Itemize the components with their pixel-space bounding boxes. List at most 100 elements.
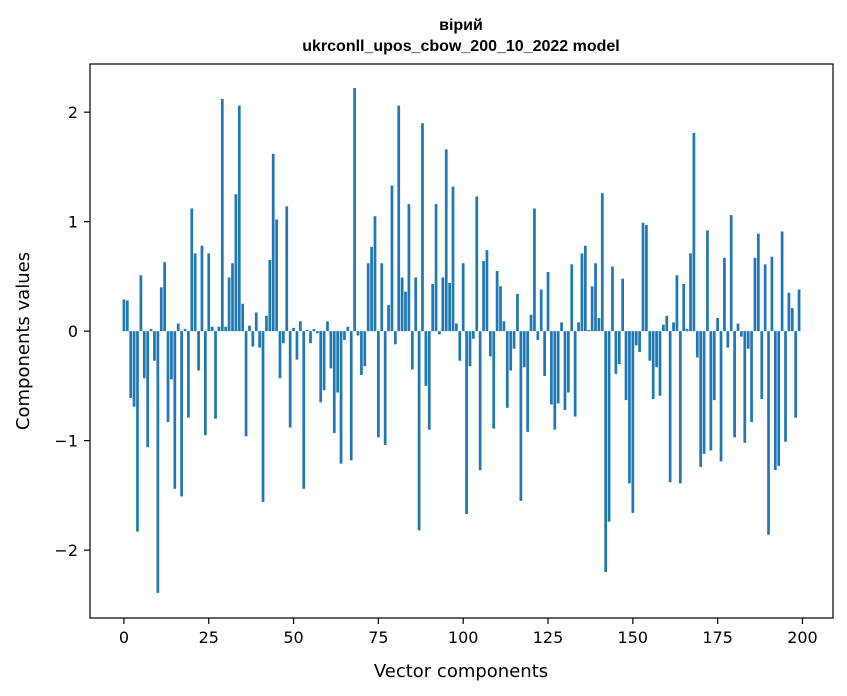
bar-148 — [624, 331, 628, 401]
bar-40 — [258, 331, 261, 348]
bar-180 — [733, 331, 736, 438]
bar-57 — [315, 331, 319, 334]
bar-68 — [353, 88, 356, 332]
y-tick-label: 2 — [68, 103, 78, 122]
bar-105 — [478, 331, 482, 471]
bar-22 — [197, 331, 200, 371]
bar-85 — [410, 331, 414, 370]
bar-67 — [349, 331, 353, 461]
bar-93 — [438, 331, 441, 335]
bar-143 — [607, 331, 611, 522]
bar-139 — [594, 263, 597, 332]
bar-78 — [387, 304, 390, 332]
bar-56 — [312, 328, 316, 332]
bar-161 — [668, 331, 672, 483]
bar-136 — [583, 245, 587, 332]
bars-group — [122, 88, 801, 593]
bar-43 — [268, 259, 272, 332]
bar-127 — [553, 331, 557, 430]
bar-82 — [400, 277, 404, 332]
chart-subtitle: ukrconll_upos_cbow_200_10_2022 model — [302, 38, 619, 55]
bar-159 — [662, 324, 665, 332]
bar-188 — [760, 331, 764, 400]
x-tick-label: 0 — [119, 628, 129, 647]
bar-187 — [757, 233, 760, 332]
x-tick-label: 25 — [199, 628, 219, 647]
bar-73 — [370, 246, 373, 332]
bar-168 — [692, 132, 696, 332]
bar-120 — [529, 314, 533, 332]
bar-52 — [298, 321, 302, 332]
x-axis-label: Vector components — [374, 661, 548, 682]
bar-128 — [556, 331, 560, 404]
bar-69 — [356, 331, 360, 336]
bar-170 — [699, 331, 703, 467]
bar-190 — [767, 331, 770, 535]
y-axis-label: Components values — [13, 252, 34, 430]
bar-142 — [604, 331, 608, 573]
bar-2 — [129, 331, 133, 398]
bar-61 — [329, 331, 333, 369]
x-tick-label: 100 — [448, 628, 479, 647]
bar-138 — [590, 286, 594, 332]
bar-155 — [648, 331, 652, 361]
x-tick-label: 150 — [618, 628, 649, 647]
bar-50 — [292, 327, 295, 332]
bar-132 — [570, 264, 574, 332]
bar-28 — [217, 326, 221, 332]
y-axis-ticks: −2 −1 0 1 2 — [54, 103, 90, 560]
bar-3 — [132, 331, 136, 407]
bar-182 — [740, 331, 743, 337]
bar-171 — [702, 331, 706, 454]
bar-74 — [373, 216, 377, 332]
bar-174 — [712, 331, 716, 401]
bar-157 — [655, 331, 658, 368]
bar-91 — [431, 284, 435, 332]
bar-133 — [573, 331, 577, 417]
bar-122 — [536, 331, 540, 340]
bar-152 — [638, 331, 641, 352]
bar-80 — [393, 331, 397, 345]
bar-199 — [797, 289, 801, 332]
bar-14 — [170, 331, 173, 380]
bar-37 — [248, 325, 251, 332]
bar-145 — [614, 331, 618, 374]
bar-21 — [193, 253, 197, 332]
bar-147 — [621, 278, 625, 332]
bar-8 — [149, 328, 153, 332]
bar-118 — [522, 331, 526, 368]
bar-65 — [343, 331, 346, 340]
bar-89 — [424, 331, 428, 386]
bar-30 — [224, 326, 228, 332]
y-tick-label: −2 — [54, 541, 78, 560]
bar-119 — [526, 331, 530, 432]
bar-79 — [390, 185, 394, 332]
bar-192 — [773, 331, 777, 471]
bar-112 — [502, 321, 506, 332]
bar-86 — [414, 277, 418, 332]
bar-87 — [417, 331, 421, 531]
bar-70 — [360, 331, 363, 375]
bar-178 — [726, 331, 730, 348]
bar-195 — [784, 331, 787, 442]
bar-88 — [421, 123, 424, 332]
bar-96 — [448, 282, 451, 332]
bar-163 — [675, 275, 679, 332]
bar-109 — [492, 331, 496, 429]
bar-27 — [214, 331, 217, 419]
bar-150 — [631, 331, 635, 513]
bar-149 — [628, 331, 631, 484]
bar-66 — [346, 326, 350, 332]
bar-16 — [176, 323, 180, 332]
y-tick-label: 0 — [68, 322, 78, 341]
bar-103 — [472, 331, 475, 339]
bar-71 — [363, 331, 367, 367]
x-tick-label: 200 — [787, 628, 818, 647]
bar-26 — [210, 326, 214, 332]
x-axis-ticks: 0 25 50 75 100 125 150 175 200 — [119, 618, 818, 647]
bar-58 — [319, 331, 323, 403]
bar-90 — [427, 331, 431, 430]
bar-54 — [305, 330, 309, 332]
bar-104 — [475, 196, 479, 332]
